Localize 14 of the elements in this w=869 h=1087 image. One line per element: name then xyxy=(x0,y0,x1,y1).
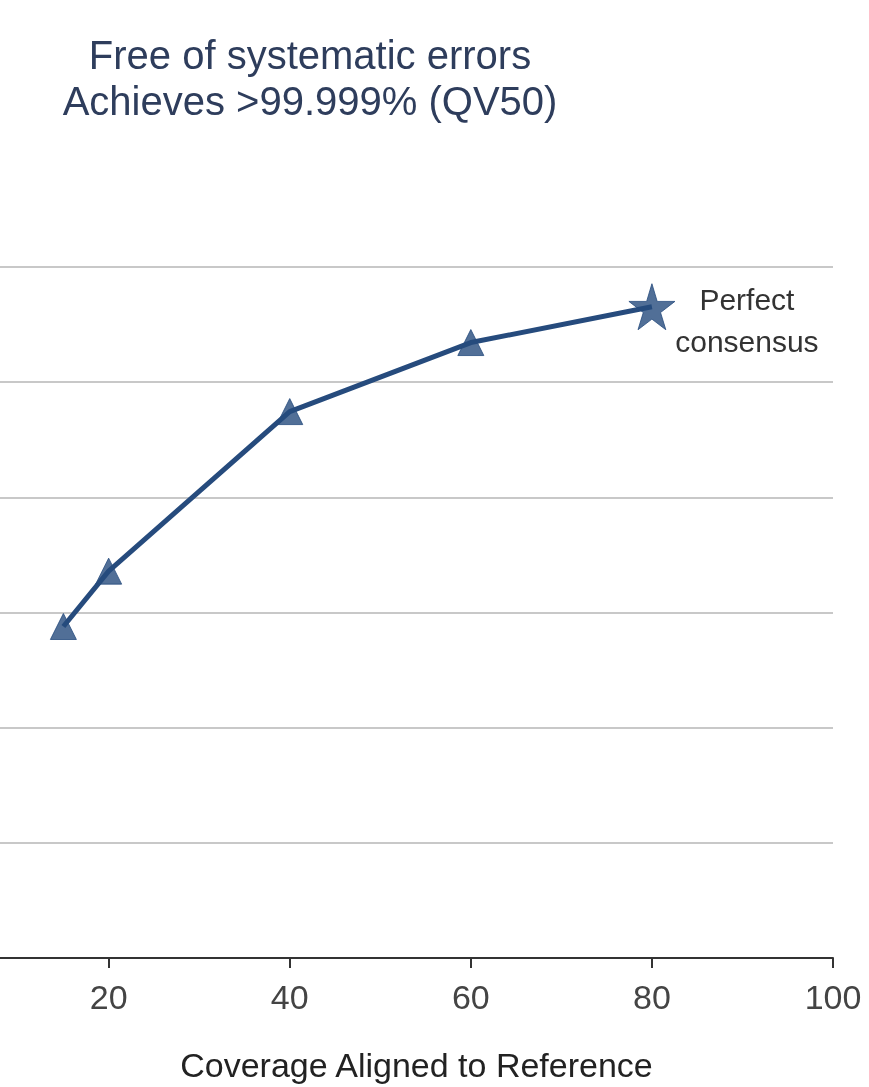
x-tick-label: 80 xyxy=(633,978,671,1016)
point xyxy=(49,613,77,640)
x-tick-label: 40 xyxy=(270,978,309,1016)
point xyxy=(95,557,123,585)
chart-title: Free of systematic errors xyxy=(88,33,532,77)
x-tick-label: 60 xyxy=(451,978,490,1016)
x-axis-title: Coverage Aligned to Reference xyxy=(180,1046,653,1084)
point xyxy=(457,329,485,357)
x-tick-label: 20 xyxy=(89,978,128,1016)
point xyxy=(628,283,676,331)
chart-subtitle: Achieves >99.999% (QV50) xyxy=(62,79,558,123)
x-tick-label: 100 xyxy=(804,978,862,1016)
point xyxy=(276,398,304,426)
annotation: Perfect consensus xyxy=(675,283,819,359)
